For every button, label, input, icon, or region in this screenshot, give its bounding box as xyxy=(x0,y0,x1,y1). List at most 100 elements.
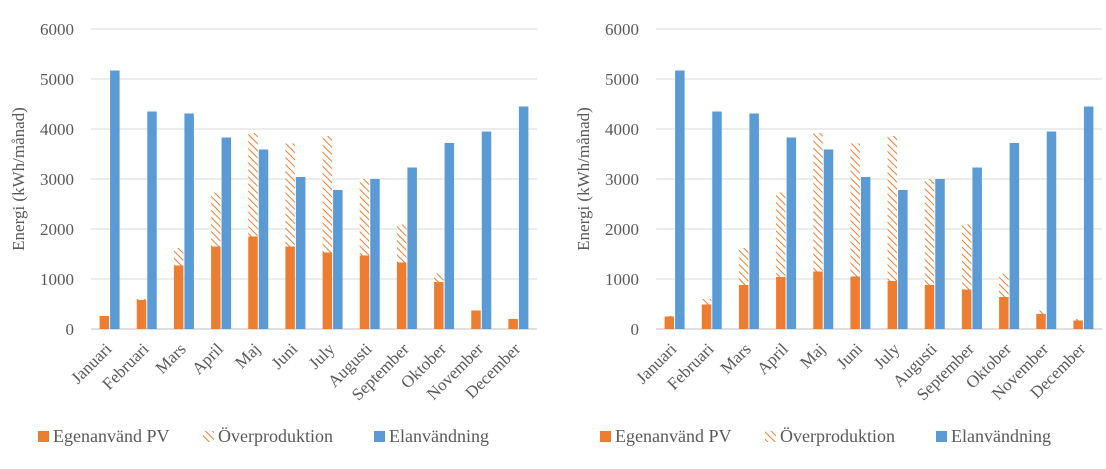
legend-label: Överproduktion xyxy=(218,426,333,446)
x-tick-label: Juni xyxy=(268,339,302,373)
bar-elanvandning xyxy=(481,131,492,329)
bar-egenanvand-pv xyxy=(776,277,786,329)
bar-egenanvand-pv xyxy=(887,281,898,329)
bar-egenanvand-pv xyxy=(1036,314,1046,329)
bar-elanvandning xyxy=(972,167,982,329)
bar-elanvandning xyxy=(184,113,194,329)
x-tick-label: Maj xyxy=(796,339,829,372)
bar-overproduktion xyxy=(434,273,444,282)
bar-overproduktion xyxy=(813,133,823,272)
bar-overproduktion xyxy=(173,248,184,266)
bar-egenanvand-pv xyxy=(136,300,147,329)
bar-elanvandning xyxy=(786,137,797,329)
bar-egenanvand-pv xyxy=(396,262,407,329)
bar-egenanvand-pv xyxy=(999,297,1009,329)
bar-elanvandning xyxy=(712,111,722,329)
y-tick-label: 2000 xyxy=(605,220,639,239)
y-tick-label: 4000 xyxy=(605,120,639,139)
bar-elanvandning xyxy=(221,137,232,329)
bar-egenanvand-pv xyxy=(285,246,295,329)
x-tick-label: April xyxy=(753,339,792,378)
bar-elanvandning xyxy=(110,70,120,329)
y-tick-label: 1000 xyxy=(40,270,74,289)
y-tick-label: 3000 xyxy=(40,170,74,189)
bar-egenanvand-pv xyxy=(664,316,675,329)
legend-swatch xyxy=(203,431,214,442)
bar-elanvandning xyxy=(370,179,380,329)
bar-elanvandning xyxy=(258,149,269,329)
legend-label: Elanvändning xyxy=(951,426,1051,446)
bar-overproduktion xyxy=(999,273,1009,297)
legend-swatch xyxy=(38,431,49,442)
bar-egenanvand-pv xyxy=(738,285,749,329)
bar-elanvandning xyxy=(333,190,343,329)
bar-overproduktion xyxy=(961,224,972,290)
legend-label: Överproduktion xyxy=(780,426,895,446)
bar-elanvandning xyxy=(935,179,945,329)
y-tick-label: 5000 xyxy=(40,70,74,89)
bar-egenanvand-pv xyxy=(173,265,184,329)
bar-elanvandning xyxy=(898,190,908,329)
legend-swatch xyxy=(936,431,947,442)
bar-overproduktion xyxy=(664,316,675,317)
bar-elanvandning xyxy=(147,111,157,329)
bar-overproduktion xyxy=(887,136,898,281)
bar-elanvandning xyxy=(1046,131,1057,329)
bar-overproduktion xyxy=(738,248,749,285)
bar-egenanvand-pv xyxy=(961,289,972,329)
bar-overproduktion xyxy=(1073,319,1083,321)
chart-2: 0 1000 2000 3000 4000 5000 6000 Energi (kWh/mån… xyxy=(574,20,1102,446)
legend-label: Egenanvänd PV xyxy=(53,426,169,446)
legend-label: Elanvändning xyxy=(389,426,489,446)
bar-overproduktion xyxy=(776,192,786,277)
bar-overproduktion xyxy=(850,143,860,277)
bar-elanvandning xyxy=(518,106,529,329)
bar-egenanvand-pv xyxy=(850,276,860,329)
bar-overproduktion xyxy=(211,192,221,247)
bar-overproduktion xyxy=(359,179,370,256)
bar-elanvandning xyxy=(860,177,871,329)
legend: Egenanvänd PV Överproduktion Elanvändning xyxy=(38,426,489,446)
y-tick-label: 4000 xyxy=(40,120,74,139)
y-tick-label: 6000 xyxy=(40,20,74,39)
bar-egenanvand-pv xyxy=(701,304,712,329)
bar-egenanvand-pv xyxy=(359,255,370,329)
legend-swatch xyxy=(765,431,776,442)
y-tick-label: 5000 xyxy=(605,70,639,89)
x-tick-label: April xyxy=(188,339,227,378)
legend-swatch xyxy=(600,431,611,442)
bar-overproduktion xyxy=(285,143,295,247)
bar-egenanvand-pv xyxy=(248,236,258,329)
y-tick-label: 2000 xyxy=(40,220,74,239)
bar-overproduktion xyxy=(396,224,407,263)
bar-elanvandning xyxy=(407,167,417,329)
bar-elanvandning xyxy=(675,70,685,329)
bar-overproduktion xyxy=(136,299,147,300)
bar-overproduktion xyxy=(322,136,333,253)
bar-egenanvand-pv xyxy=(211,246,221,329)
x-tick-label: Mars xyxy=(717,339,755,377)
y-tick-label: 6000 xyxy=(605,20,639,39)
bar-egenanvand-pv xyxy=(924,285,935,329)
bar-egenanvand-pv xyxy=(1073,320,1083,329)
bar-elanvandning xyxy=(1009,143,1020,329)
bar-egenanvand-pv xyxy=(813,271,823,329)
bar-elanvandning xyxy=(444,143,455,329)
bar-elanvandning xyxy=(823,149,834,329)
bar-elanvandning xyxy=(749,113,759,329)
y-axis-label: Energi (kWh/månad) xyxy=(9,107,28,251)
bar-elanvandning xyxy=(295,177,306,329)
bar-egenanvand-pv xyxy=(471,310,481,329)
bar-overproduktion xyxy=(248,133,258,237)
bar-egenanvand-pv xyxy=(322,252,333,329)
bar-egenanvand-pv xyxy=(508,319,518,329)
bar-overproduktion xyxy=(924,179,935,285)
bar-egenanvand-pv xyxy=(434,282,444,329)
legend: Egenanvänd PV Överproduktion Elanvändning xyxy=(600,426,1051,446)
y-tick-label: 0 xyxy=(631,320,640,339)
y-axis-label: Energi (kWh/månad) xyxy=(574,107,593,251)
bar-overproduktion xyxy=(1036,310,1046,314)
y-tick-label: 1000 xyxy=(605,270,639,289)
